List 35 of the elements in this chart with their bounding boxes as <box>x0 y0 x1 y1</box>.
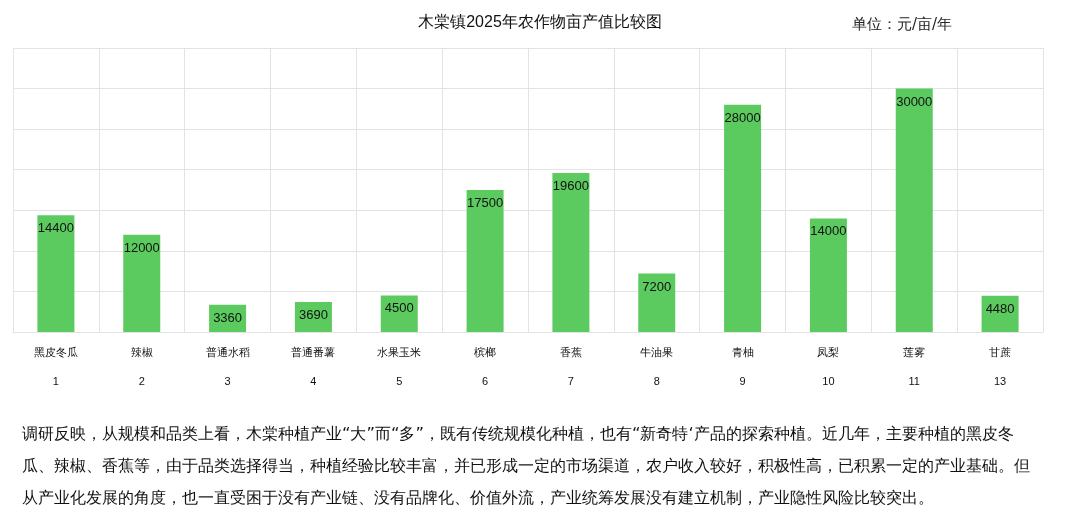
data-label: 4480 <box>985 300 1015 316</box>
category-label: 香蕉 7 <box>559 345 582 387</box>
bar <box>123 234 161 332</box>
data-label: 14000 <box>810 223 847 239</box>
category-label: 普通番薯 4 <box>291 345 336 387</box>
category-label: 莲雾 11 <box>903 345 926 387</box>
category-label: 辣椒 2 <box>130 345 153 387</box>
data-label: 3360 <box>213 309 243 325</box>
data-label: 30000 <box>896 93 933 109</box>
category-label: 青柚 9 <box>731 345 754 387</box>
text: 调研反映，从规模和品类上看，木棠种植产业“大”而“多”，既有传统规模化种植，也有“新奇特‘产品的探索种植。近几年，主要种植的黑皮冬瓜、辣椒、香蕉等，由于品类选择得当，种植经验比较丰富，并已形成一定的市场渠道，农户收入较好，积极性高，已积累一定的产业基础。但从产业化发展的角度，也一直受困于没有产业链、没有品牌化、价值外流，产业统筹发展没有建立机制，产业隐性风险比较突出。 <box>22 423 1031 509</box>
category-label: 牛油果 8 <box>640 345 674 387</box>
data-label: 12000 <box>123 239 160 255</box>
data-label: 4500 <box>384 300 414 316</box>
bar <box>895 88 933 332</box>
bar <box>466 190 504 332</box>
bar <box>809 218 847 332</box>
data-label: 7200 <box>642 278 672 294</box>
text: 单位：元/亩/年 <box>852 15 953 34</box>
bar <box>552 172 590 332</box>
bar <box>638 273 676 332</box>
data-label: 17500 <box>467 195 504 210</box>
bar <box>724 104 762 332</box>
category-label: 凤梨 10 <box>817 345 840 387</box>
data-label: 3690 <box>298 307 328 323</box>
category-label: 普通水稻 3 <box>205 345 250 387</box>
data-label: 19600 <box>552 177 589 193</box>
category-label: 槟榔 6 <box>474 345 497 387</box>
bar <box>37 215 75 332</box>
category-label: 甘蔗 13 <box>989 345 1012 387</box>
chart-title: 木棠镇2025年农作物亩产值比较图 <box>418 12 662 30</box>
category-label: 水果玉米 5 <box>377 345 422 387</box>
data-label: 28000 <box>724 109 761 125</box>
data-label: 14400 <box>37 220 74 236</box>
category-label: 黑皮冬瓜 1 <box>33 345 78 387</box>
